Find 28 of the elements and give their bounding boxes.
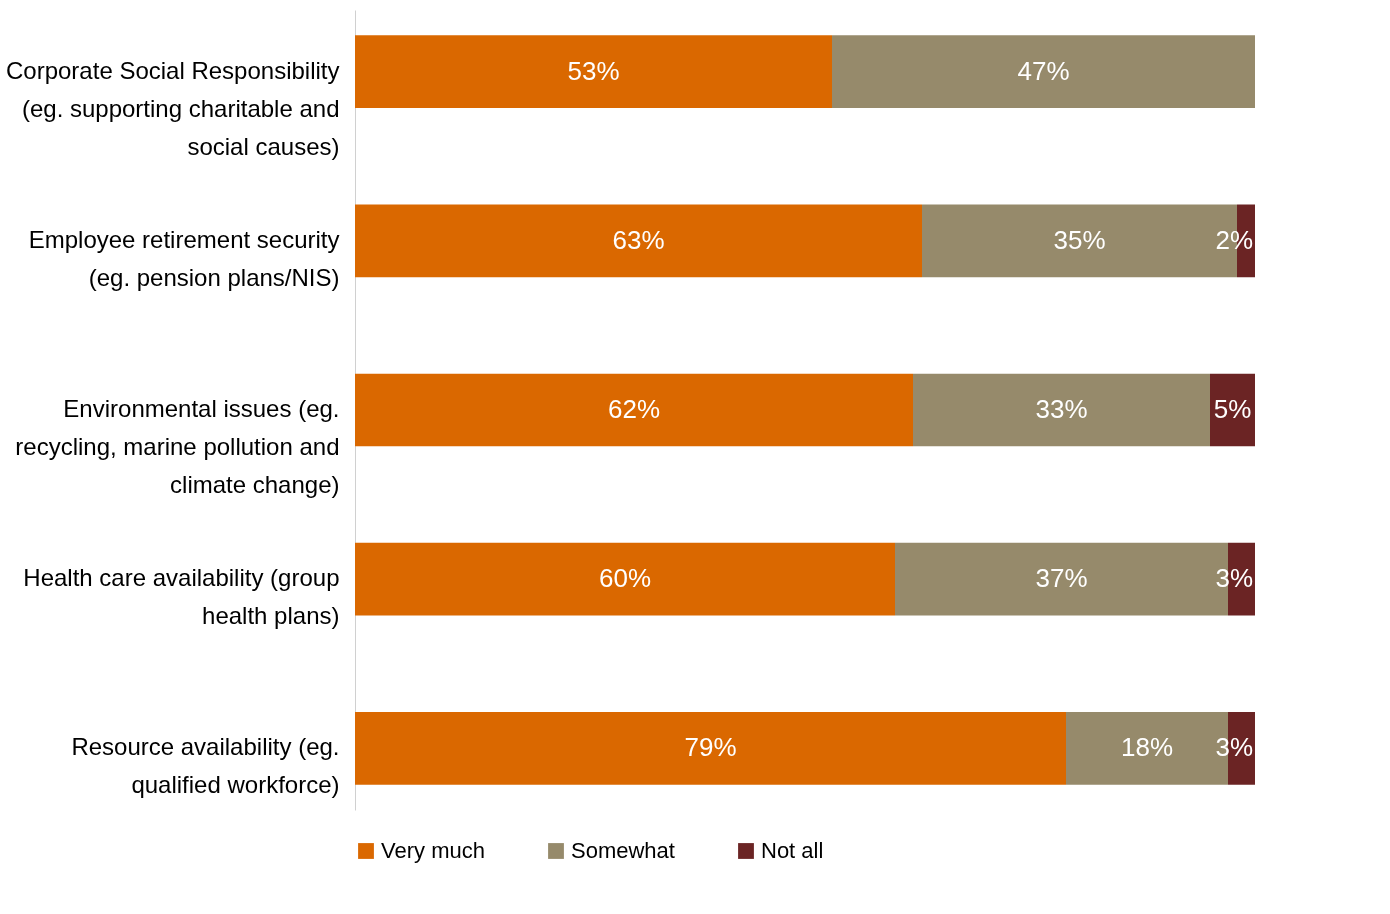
legend-label: Somewhat [571,838,675,863]
legend-label: Not all [761,838,824,863]
y-tick-label: Employee retirement security (eg. pension plans/NIS) [28,225,340,291]
bar [355,373,913,447]
data-label: 53% [567,55,620,86]
bar [355,542,895,616]
y-tick-label: Health care availability (group health plans) [23,564,340,630]
data-label: 47% [1017,55,1070,86]
data-label: 3% [1215,732,1253,763]
y-tick-label: Resource availability (eg. qualified workforce) [71,733,340,799]
bar [832,35,1255,109]
data-label: 5% [1213,394,1252,424]
bar [913,373,1210,447]
data-label: 33% [1035,394,1088,424]
bar [355,35,832,109]
data-label: 79% [684,732,737,763]
y-tick-label: Environmental issues (eg. recycling, marine pollution and climate change) [15,395,340,498]
data-label: 37% [1035,563,1088,594]
data-label: 3% [1215,563,1253,594]
data-label: 60% [598,563,652,594]
legend-label: Very much [381,838,485,863]
bar [355,711,1066,785]
data-label: 62% [607,394,661,424]
data-label: 18% [1120,732,1174,763]
bar [355,204,922,278]
y-tick-label: Corporate Social Responsibility (eg. supporting charitable and social causes) [6,56,340,160]
data-label: 35% [1053,224,1106,255]
data-label: 63% [612,224,665,255]
